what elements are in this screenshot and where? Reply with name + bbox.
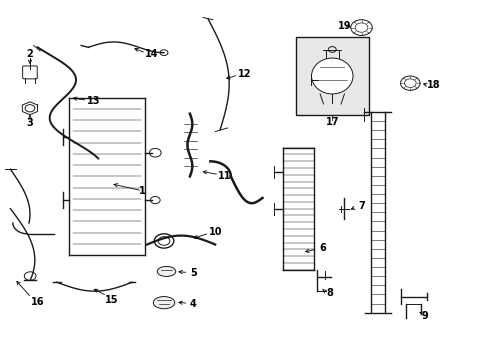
Text: 1: 1: [139, 186, 145, 196]
Text: 18: 18: [426, 80, 440, 90]
Circle shape: [350, 20, 371, 36]
Text: 15: 15: [105, 295, 119, 305]
Text: 19: 19: [337, 21, 350, 31]
Text: 6: 6: [319, 243, 325, 253]
Ellipse shape: [311, 58, 352, 94]
Text: 11: 11: [218, 171, 231, 181]
Text: 3: 3: [26, 118, 33, 128]
Text: 13: 13: [86, 96, 100, 106]
Ellipse shape: [157, 266, 175, 276]
Ellipse shape: [153, 297, 174, 309]
Text: 16: 16: [30, 297, 44, 307]
Circle shape: [400, 76, 419, 90]
Text: 8: 8: [325, 288, 333, 298]
Text: 17: 17: [325, 117, 338, 127]
Text: 9: 9: [421, 311, 427, 321]
Text: 2: 2: [26, 49, 33, 59]
Text: 12: 12: [237, 69, 251, 79]
Text: 10: 10: [208, 227, 222, 237]
Text: 7: 7: [357, 201, 364, 211]
Text: 14: 14: [145, 49, 158, 59]
Text: 5: 5: [189, 268, 196, 278]
Bar: [295, 37, 368, 116]
Text: 4: 4: [189, 299, 196, 309]
